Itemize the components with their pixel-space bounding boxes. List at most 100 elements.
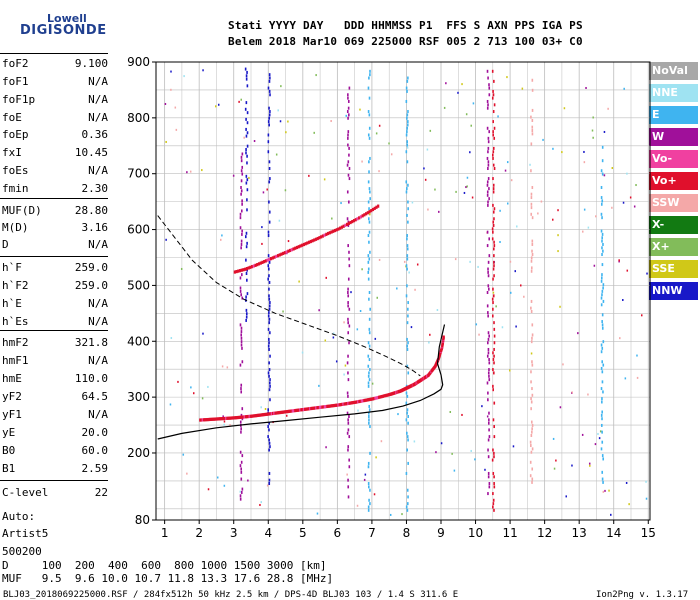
streak-point xyxy=(487,311,489,315)
noise-point xyxy=(557,250,559,253)
streak-point xyxy=(267,425,269,429)
noise-point xyxy=(623,87,625,90)
noise-point xyxy=(585,86,587,89)
noise-point xyxy=(603,130,606,133)
noise-point xyxy=(552,147,554,150)
streak-point xyxy=(530,212,533,216)
trace-point-vo-minus xyxy=(292,247,295,251)
trace-point-vo-minus xyxy=(237,269,240,273)
streak-point xyxy=(406,488,409,492)
trace-point-vo-plus xyxy=(260,413,264,417)
streak-point xyxy=(268,287,270,291)
trace-point-vo-plus xyxy=(378,395,381,399)
y-tick-label: 900 xyxy=(127,55,150,69)
streak-point xyxy=(240,192,242,196)
param-row: yF2 64.5 xyxy=(2,390,108,404)
streak-point xyxy=(348,264,351,268)
streak-point xyxy=(241,232,243,236)
streak-point xyxy=(486,99,489,103)
trace-point-vo-plus xyxy=(284,410,287,414)
streak-point xyxy=(530,266,533,270)
streak-point xyxy=(407,341,409,345)
streak-point xyxy=(601,239,603,243)
trace-point-vo-plus xyxy=(385,393,388,397)
streak-point xyxy=(367,234,370,238)
trace-point-vo-plus xyxy=(204,418,207,422)
noise-point xyxy=(175,128,178,131)
streak-point xyxy=(487,146,490,150)
auto-scaling-info: Artist5 xyxy=(2,527,49,540)
streak-point xyxy=(240,242,243,246)
streak-point xyxy=(531,393,534,397)
trace-point-vo-plus xyxy=(225,416,228,420)
noise-point xyxy=(641,314,643,317)
streak-point xyxy=(493,207,496,211)
x-tick-label: 1 xyxy=(161,526,169,540)
param-name: D xyxy=(2,238,9,251)
noise-point xyxy=(622,201,625,204)
trace-point-vo-plus xyxy=(259,413,262,417)
streak-point xyxy=(492,230,494,234)
trace-point-vo-minus xyxy=(361,214,364,218)
streak-point xyxy=(531,360,533,364)
legend-item-w: W xyxy=(649,128,698,146)
trace-point-vo-plus xyxy=(300,408,303,412)
noise-point xyxy=(507,202,509,205)
noise-point xyxy=(331,217,333,220)
noise-point xyxy=(495,305,497,308)
noise-point xyxy=(373,493,376,496)
streak-point xyxy=(240,460,243,464)
param-row: MUF(D) 28.80 xyxy=(2,204,108,218)
trace-point-vo-minus xyxy=(290,248,293,252)
noise-point xyxy=(414,288,416,291)
trace-point-vo-plus xyxy=(234,416,238,420)
streak-point xyxy=(487,103,489,107)
streak-point xyxy=(600,202,603,206)
param-row: foF2 9.100 xyxy=(2,57,108,71)
streak-point xyxy=(367,461,370,465)
streak-point xyxy=(601,326,604,330)
streak-point xyxy=(487,160,490,164)
streak-point xyxy=(492,247,495,251)
noise-point xyxy=(424,178,427,181)
streak-point xyxy=(268,89,271,93)
streak-point xyxy=(245,77,248,81)
noise-point xyxy=(170,88,172,91)
streak-point xyxy=(531,185,534,189)
streak-point xyxy=(405,264,408,268)
param-value: 259.0 xyxy=(74,261,108,274)
trace-point-vo-plus xyxy=(227,416,230,420)
streak-point xyxy=(601,172,604,176)
noise-point xyxy=(186,171,188,174)
streak-point xyxy=(240,340,243,344)
trace-point-vo-minus xyxy=(268,257,271,261)
streak-point xyxy=(347,133,349,137)
noise-point xyxy=(552,218,554,221)
noise-point xyxy=(581,433,584,436)
noise-point xyxy=(378,170,380,173)
streak-point xyxy=(267,133,270,137)
streak-point xyxy=(368,408,371,412)
trace-point-vo-minus xyxy=(283,251,287,255)
noise-point xyxy=(501,326,504,329)
streak-point xyxy=(530,192,533,196)
noise-point xyxy=(261,242,263,245)
streak-point xyxy=(493,321,495,325)
noise-point xyxy=(636,354,638,357)
y-tick-label: 500 xyxy=(127,278,150,292)
streak-point xyxy=(488,435,491,439)
trace-point-vo-plus xyxy=(210,417,213,421)
streak-point xyxy=(246,84,249,88)
noise-point xyxy=(540,200,543,203)
trace-point-vo-plus xyxy=(315,406,318,410)
trace-point-vo-plus xyxy=(304,407,307,411)
noise-point xyxy=(608,489,610,492)
param-row: hmF1 N/A xyxy=(2,354,108,368)
trace-point-vo-plus xyxy=(364,398,367,402)
noise-point xyxy=(174,106,177,109)
streak-point xyxy=(492,277,494,281)
streak-point xyxy=(346,361,349,365)
param-row: B0 60.0 xyxy=(2,444,108,458)
streak-point xyxy=(348,341,350,345)
trace-point-vo-plus xyxy=(329,404,333,408)
